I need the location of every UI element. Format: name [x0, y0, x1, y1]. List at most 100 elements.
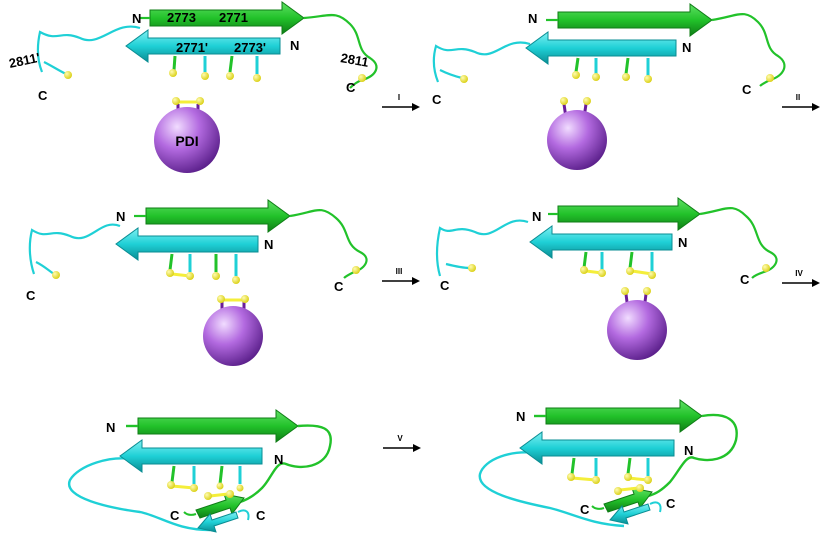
sidechain [624, 57, 630, 75]
sulfur-atom [592, 73, 600, 81]
cyan-loop [478, 451, 625, 528]
c-terminus-label: C [256, 508, 266, 523]
c-terminus-label: C [666, 496, 676, 511]
n-terminus-label: N [264, 237, 273, 252]
c-terminus-label: C [742, 82, 752, 97]
sulfur-atom [592, 476, 600, 484]
sulfur-atom [166, 269, 174, 277]
pdi-sphere-icon [203, 306, 263, 366]
step-label: IV [795, 269, 803, 278]
cyan-strand [125, 29, 281, 63]
cyan-c-strand [197, 511, 239, 533]
step-label: III [396, 267, 403, 276]
c-terminus-label: C [740, 272, 750, 287]
c-terminus-label: C [432, 92, 442, 107]
c-terminus-label: C [26, 288, 36, 303]
green-strand [145, 199, 291, 233]
panel-5: N N C C [68, 409, 332, 533]
disulfide-bond [619, 486, 639, 492]
green-c-tail [183, 511, 197, 516]
sulfur-atom [644, 75, 652, 83]
reaction-arrow-ii: II [782, 93, 820, 111]
sulfur-atom [766, 74, 774, 82]
sulfur-atom [644, 476, 652, 484]
cyan-c-tail [237, 509, 250, 521]
disulfide-bond [209, 492, 229, 498]
pdi-sphere-icon [547, 110, 607, 170]
panel-4: N N C C [435, 197, 778, 360]
disulfide-bond [571, 476, 597, 482]
green-tail [303, 13, 378, 89]
sulfur-atom [186, 272, 194, 280]
sulfur-atom [358, 74, 366, 82]
green-strand [557, 3, 713, 37]
sulfur-atom [460, 75, 468, 83]
panel-1: PDI N N C C 2773 2771 2771' 2773' 2811' … [8, 1, 378, 173]
c-terminus-label: C [334, 279, 344, 294]
residue-label-2771p: 2771' [176, 40, 208, 55]
cyan-strand [525, 31, 677, 65]
n-terminus-label: N [528, 11, 537, 26]
sulfur-atom [762, 264, 770, 272]
sidechain [228, 55, 234, 73]
green-c-strand [603, 487, 653, 513]
sidechain [574, 57, 580, 73]
arrow-head-icon [812, 103, 820, 111]
residue-label-2773: 2773 [167, 10, 196, 25]
cyan-loop [68, 457, 211, 532]
green-strand [545, 399, 703, 433]
cyan-strand [119, 439, 263, 473]
n-terminus-label: N [116, 209, 125, 224]
c-terminus-label: C [440, 278, 450, 293]
green-tail [647, 413, 738, 498]
sulfur-atom [624, 473, 632, 481]
sulfur-atom [626, 267, 634, 275]
sulfur-atom [169, 69, 177, 77]
residue-label-2773p: 2773' [234, 40, 266, 55]
green-c-tail [591, 505, 605, 510]
sulfur-atom [643, 287, 651, 295]
n-terminus-label: N [274, 452, 283, 467]
green-strand [557, 197, 701, 231]
sulfur-atom [172, 97, 180, 105]
sulfur-atom [226, 72, 234, 80]
sulfur-atom [217, 295, 225, 303]
sulfur-atom [201, 72, 209, 80]
step-label: I [398, 93, 400, 102]
sidechain [168, 253, 174, 271]
sulfur-atom [583, 97, 591, 105]
reaction-arrow-v: V [383, 434, 421, 452]
panel-6: N N C C [478, 399, 738, 528]
residue-label-2811p: 2811' [8, 50, 42, 71]
sidechain [582, 251, 588, 269]
cyan-loop [36, 25, 141, 75]
sulfur-atom [352, 266, 360, 274]
residue-label-2811: 2811 [339, 50, 369, 70]
sulfur-atom [253, 74, 261, 82]
sulfur-atom [226, 490, 234, 498]
step-label: II [796, 93, 800, 102]
arrow-head-icon [413, 444, 421, 452]
n-terminus-label: N [516, 409, 525, 424]
cyan-strand [519, 431, 675, 465]
panel-3: N N C C [26, 199, 368, 366]
cyan-c-tail [649, 501, 662, 513]
cyan-strand [529, 225, 673, 259]
sidechain [628, 251, 634, 269]
sulfur-atom [648, 271, 656, 279]
n-terminus-label: N [290, 38, 299, 53]
n-terminus-label: N [684, 443, 693, 458]
reaction-arrow-i: I [382, 93, 420, 111]
sulfur-atom [196, 97, 204, 105]
sidechain [218, 465, 224, 485]
green-c-strand [195, 493, 245, 519]
cyan-c-strand [609, 503, 651, 525]
sulfur-atom [236, 484, 244, 492]
c-terminus-label: C [346, 80, 356, 95]
cyan-loop [435, 219, 529, 277]
sulfur-atom [468, 264, 476, 272]
sulfur-atom [598, 269, 606, 277]
sidechain [170, 465, 176, 483]
